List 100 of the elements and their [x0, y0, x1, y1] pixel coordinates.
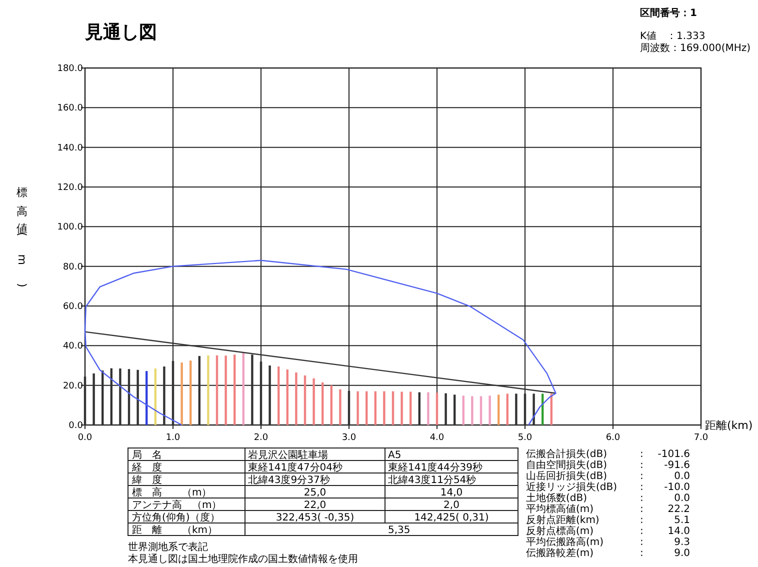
bar: [410, 392, 412, 425]
bar: [278, 366, 280, 425]
text: K値 ：1.333: [640, 30, 706, 42]
bar: [480, 396, 482, 425]
bar: [532, 394, 535, 425]
bar: [234, 354, 236, 425]
text: 本見通し図は国土地理院作成の国土数値情報を使用: [128, 553, 358, 565]
bar: [348, 390, 350, 425]
text: 土地係数(dB): [526, 492, 588, 504]
bar: [207, 355, 210, 425]
text: 9.3: [674, 537, 690, 548]
x-tick-label: 3.0: [342, 433, 356, 443]
bar: [268, 366, 271, 425]
bar: [436, 392, 438, 425]
bar: [286, 369, 288, 425]
bar: [260, 362, 262, 425]
bar: [242, 352, 244, 425]
text: 山岳回折損失(dB): [526, 470, 608, 482]
text: :: [640, 515, 644, 526]
text: -10.0: [664, 482, 690, 493]
text: 0.0: [674, 493, 690, 504]
text: :: [640, 449, 644, 460]
text: :: [640, 460, 644, 471]
bar: [163, 366, 166, 425]
text: 世界測地系で表記: [128, 541, 208, 553]
y-tick-label: 40.0: [62, 342, 84, 352]
text: 周波数：169.000(MHz): [640, 42, 751, 54]
bar: [462, 396, 464, 425]
bar: [251, 354, 254, 425]
y-tick-label: 140.0: [57, 143, 84, 154]
text: :: [640, 504, 644, 515]
text: :: [640, 482, 644, 493]
x-tick-label: 1.0: [166, 433, 180, 443]
x-tick-label: 0.0: [78, 433, 92, 443]
bar: [515, 394, 518, 425]
x-tick-label: 7.0: [694, 433, 708, 443]
text: 伝搬路較差(m): [526, 547, 594, 559]
y-tick-label: 180.0: [57, 64, 84, 74]
text: 9.0: [674, 548, 690, 559]
text: -91.6: [664, 460, 690, 471]
y-tick-label: 100.0: [57, 222, 84, 233]
bar: [471, 396, 474, 425]
text: 22.2: [668, 504, 690, 515]
bar: [454, 394, 456, 425]
bar: [312, 378, 315, 425]
bar: [136, 370, 139, 425]
text: 反射点距離(km): [526, 514, 600, 526]
bar: [418, 392, 420, 425]
bar: [524, 394, 526, 425]
bar: [92, 373, 95, 425]
bar: [400, 392, 403, 425]
text: :: [640, 548, 644, 559]
table: 局 名 岩見沢公園駐車場 A5 経 度 東経141度47分04秒 東経141度44分39秒 緯 度 北緯43度9分37秒 北緯43度11分54秒 標 高 （m） 25,0 14,0 アンテナ高 （m） 22,0 2,0 方位角(仰角)（度） 322,453( -0,35) 142,425( 0,31) 距 離 （km） 5,35: [128, 448, 518, 536]
y-tick-label: 160.0: [57, 104, 84, 114]
bar: [356, 391, 359, 425]
bar: [383, 391, 386, 425]
y-tick-label: 80.0: [62, 262, 84, 272]
text: 5.1: [674, 515, 690, 526]
y-tick-label: 20.0: [62, 381, 84, 392]
text: 区間番号：1: [640, 7, 697, 19]
bar: [119, 368, 122, 425]
text: 平均伝搬路高(m): [526, 536, 604, 548]
y-tick-label: 60.0: [62, 302, 84, 312]
bar: [488, 396, 491, 425]
text: :: [640, 493, 644, 504]
bar: [322, 382, 324, 425]
text: 平均標高値(m): [526, 503, 594, 515]
text: 自由空間損失(dB): [526, 459, 608, 471]
text: 14.0: [668, 526, 690, 537]
text: 近接リッジ損失(dB): [526, 481, 618, 493]
text: 0.0: [674, 471, 690, 482]
bar: [339, 389, 342, 425]
bar: [427, 392, 430, 425]
x-tick-label: 6.0: [606, 433, 620, 443]
bar: [190, 360, 192, 425]
bar: [330, 385, 332, 425]
x-tick-label: 2.0: [254, 433, 268, 443]
text: -101.6: [658, 449, 690, 460]
bar: [374, 391, 376, 425]
x-tick-label: 4.0: [430, 433, 444, 443]
x-tick-label: 5.0: [518, 433, 532, 443]
bar: [224, 356, 227, 425]
bar: [180, 362, 183, 425]
bar: [198, 356, 200, 425]
bar: [498, 394, 500, 425]
bar: [84, 376, 86, 425]
bar: [506, 394, 508, 425]
bar: [304, 375, 306, 425]
y-axis-title: 標高値(m): [16, 178, 28, 306]
x-axis-title: 距離(km): [705, 419, 753, 432]
chart-title: 見通し図: [84, 22, 157, 43]
y-tick-label: 120.0: [57, 183, 84, 193]
text: :: [640, 471, 644, 482]
bar: [392, 391, 394, 425]
y-tick-label: 0.0: [68, 421, 84, 431]
text: :: [640, 537, 644, 548]
text: 伝搬合計損失(dB): [526, 448, 608, 460]
bar: [366, 391, 368, 425]
bar: [216, 355, 218, 425]
text: 反射点標高(m): [526, 525, 594, 537]
